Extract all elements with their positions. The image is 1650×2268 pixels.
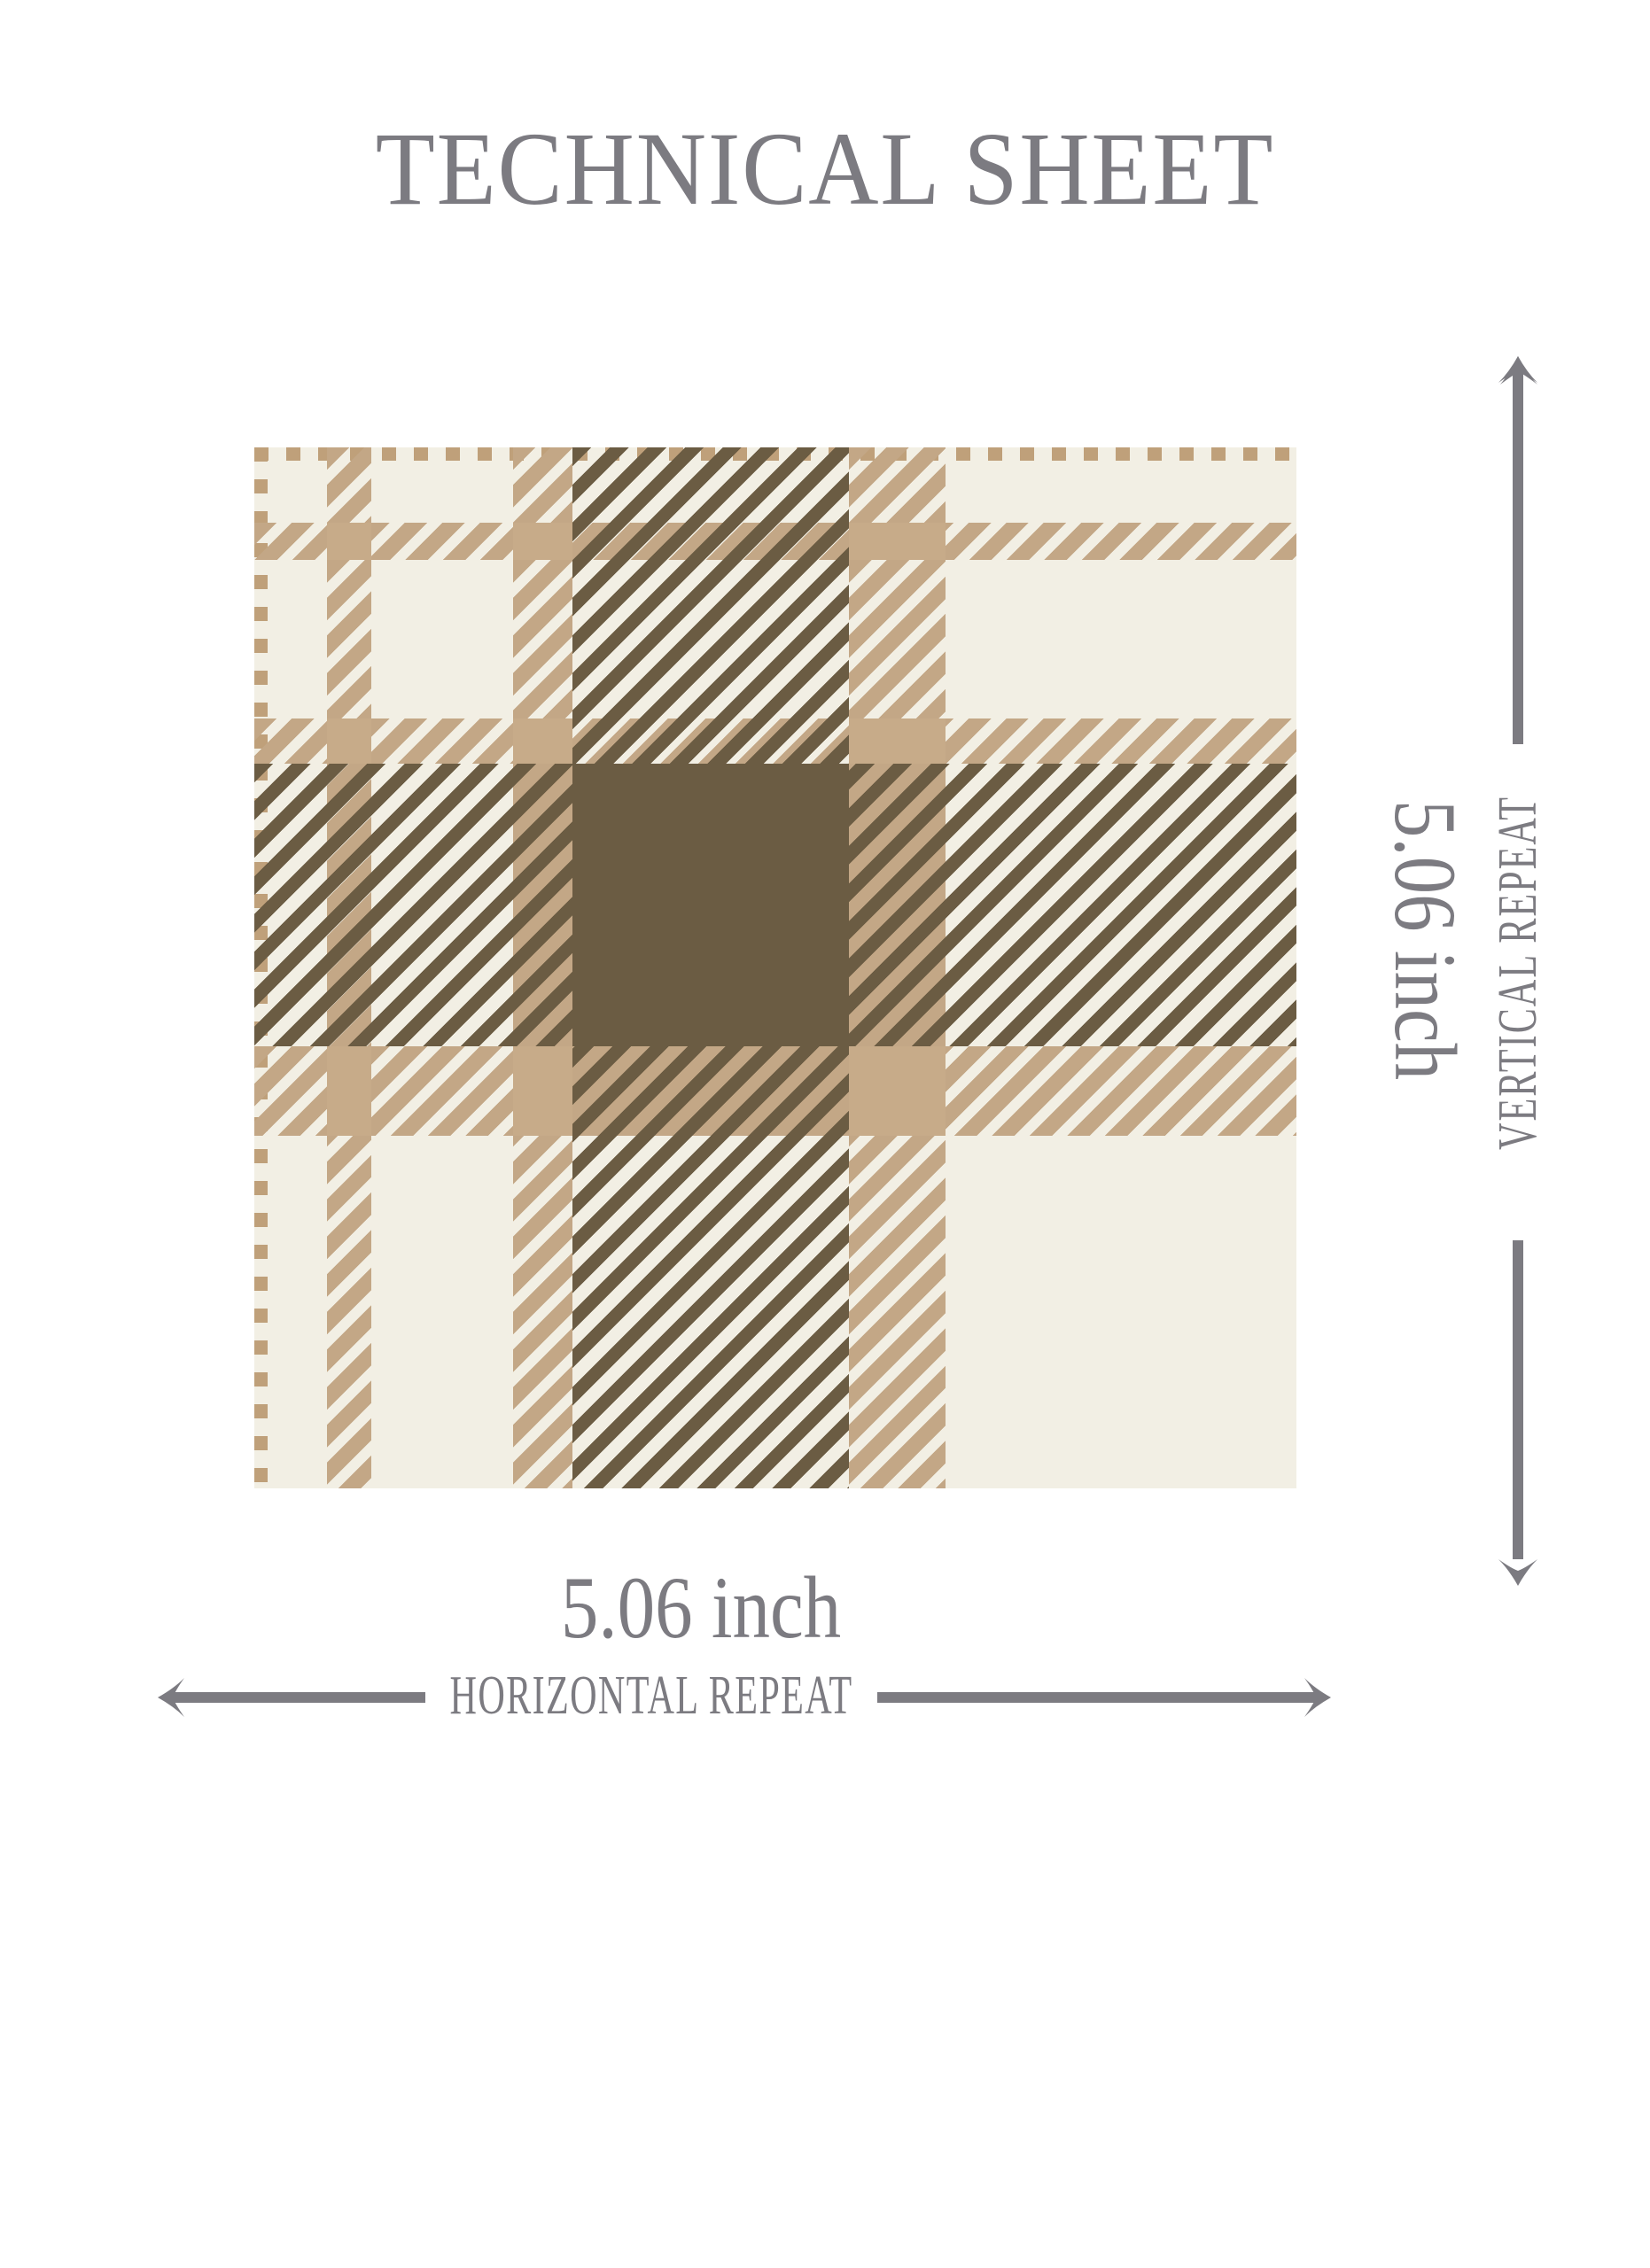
horizontal-arrow-shaft-right (877, 1692, 1319, 1703)
page-title: TECHNICAL SHEET (375, 111, 1275, 227)
tartan-junction-square (327, 718, 371, 765)
vertical-repeat-value: 5.06 inch (1376, 799, 1475, 1081)
horizontal-repeat-label: HORIZONTAL REPEAT (449, 1666, 853, 1726)
horizontal-arrow-shaft-left (170, 1692, 425, 1703)
tartan-junction-square (512, 1045, 572, 1136)
vertical-arrow-shaft-bottom (1513, 1240, 1523, 1559)
arrowhead-right-icon (1304, 1678, 1331, 1717)
tartan-junction-square (327, 522, 371, 560)
horizontal-dimension-arrow (158, 1678, 1331, 1717)
vertical-dimension-arrow (1498, 356, 1537, 1586)
tartan-junction-square (512, 522, 572, 560)
tartan-junction-square (327, 1045, 371, 1136)
tartan-tan-solid-square (849, 1045, 946, 1136)
tartan-junction-square (512, 718, 572, 765)
vertical-arrow-shaft-top (1513, 369, 1523, 744)
vertical-repeat-label: VERTICAL REPEAT (1488, 795, 1548, 1151)
tartan-junction-square (849, 718, 946, 765)
horizontal-repeat-value: 5.06 inch (560, 1558, 842, 1657)
fabric-swatch (254, 447, 1296, 1488)
tartan-center-dark-square (572, 764, 850, 1046)
tartan-junction-square (849, 522, 946, 560)
arrowhead-down-icon (1498, 1559, 1537, 1586)
